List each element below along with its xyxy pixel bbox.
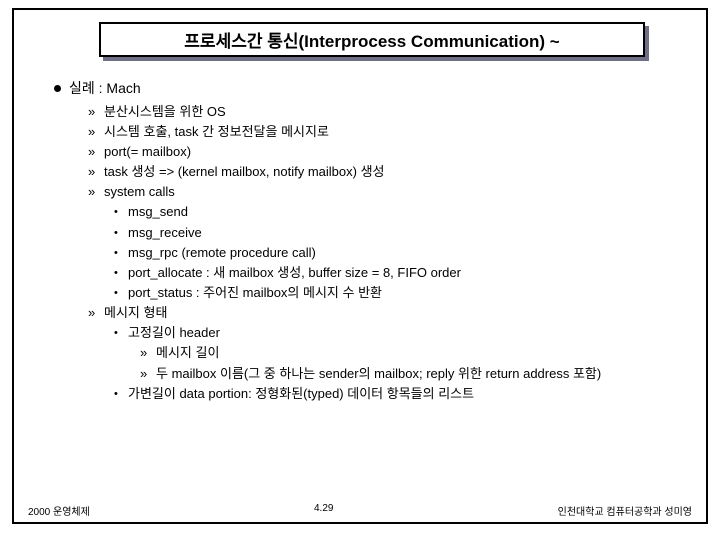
list-text: system calls <box>104 182 694 202</box>
list-text: task 생성 => (kernel mailbox, notify mailb… <box>104 162 694 182</box>
slide-title: 프로세스간 통신(Interprocess Communication) ~ <box>184 27 559 52</box>
list-item: »시스템 호출, task 간 정보전달을 메시지로 <box>88 122 694 142</box>
chevron-icon: » <box>88 303 104 323</box>
list-text: msg_rpc (remote procedure call) <box>128 243 694 263</box>
list-text: port_status : 주어진 mailbox의 메시지 수 반환 <box>128 283 694 303</box>
list-text: msg_send <box>128 202 694 222</box>
footer-right: 인천대학교 컴퓨터공학과 성미영 <box>558 503 692 518</box>
dot-icon: • <box>114 285 128 305</box>
dot-icon: • <box>114 325 128 345</box>
list-item: •가변길이 data portion: 정형화된(typed) 데이터 항목들의… <box>114 384 694 404</box>
list-item: •고정길이 header <box>114 323 694 343</box>
dot-icon: • <box>114 204 128 224</box>
list-text: 메시지 길이 <box>156 343 694 363</box>
list-item: »task 생성 => (kernel mailbox, notify mail… <box>88 162 694 182</box>
dot-icon: • <box>114 225 128 245</box>
list-item: •port_status : 주어진 mailbox의 메시지 수 반환 <box>114 283 694 303</box>
slide-frame: 프로세스간 통신(Interprocess Communication) ~ 실… <box>12 8 708 524</box>
list-item: »port(= mailbox) <box>88 142 694 162</box>
chevron-icon: » <box>140 364 156 384</box>
list-item: »메시지 길이 <box>140 343 694 363</box>
list-text: 메시지 형태 <box>104 303 694 323</box>
list-text: 분산시스템을 위한 OS <box>104 102 694 122</box>
footer-left: 2000 운영체제 <box>28 503 90 518</box>
list-text: 시스템 호출, task 간 정보전달을 메시지로 <box>104 122 694 142</box>
heading-text: 실례 : Mach <box>69 78 141 100</box>
chevron-icon: » <box>88 122 104 142</box>
list-text: 고정길이 header <box>128 323 694 343</box>
chevron-icon: » <box>88 182 104 202</box>
heading-row: 실례 : Mach <box>54 78 694 100</box>
title-box: 프로세스간 통신(Interprocess Communication) ~ <box>99 22 645 57</box>
list-text: msg_receive <box>128 223 694 243</box>
chevron-icon: » <box>140 343 156 363</box>
footer: 2000 운영체제 4.29 인천대학교 컴퓨터공학과 성미영 <box>14 503 706 518</box>
list-text: 가변길이 data portion: 정형화된(typed) 데이터 항목들의 … <box>128 384 694 404</box>
list-item: »메시지 형태 <box>88 303 694 323</box>
list-item: »system calls <box>88 182 694 202</box>
chevron-icon: » <box>88 162 104 182</box>
dot-icon: • <box>114 386 128 406</box>
list-item: •msg_send <box>114 202 694 222</box>
list-item: •msg_receive <box>114 223 694 243</box>
list-text: 두 mailbox 이름(그 중 하나는 sender의 mailbox; re… <box>156 364 694 384</box>
content-area: 실례 : Mach »분산시스템을 위한 OS »시스템 호출, task 간 … <box>54 78 694 404</box>
dot-icon: • <box>114 245 128 265</box>
chevron-icon: » <box>88 142 104 162</box>
list-item: •port_allocate : 새 mailbox 생성, buffer si… <box>114 263 694 283</box>
chevron-icon: » <box>88 102 104 122</box>
footer-center: 4.29 <box>314 503 333 518</box>
list-text: port(= mailbox) <box>104 142 694 162</box>
list-item: »분산시스템을 위한 OS <box>88 102 694 122</box>
list-item: •msg_rpc (remote procedure call) <box>114 243 694 263</box>
dot-icon: • <box>114 265 128 285</box>
list-item: »두 mailbox 이름(그 중 하나는 sender의 mailbox; r… <box>140 364 694 384</box>
bullet-disc-icon <box>54 85 61 92</box>
list-text: port_allocate : 새 mailbox 생성, buffer siz… <box>128 263 694 283</box>
